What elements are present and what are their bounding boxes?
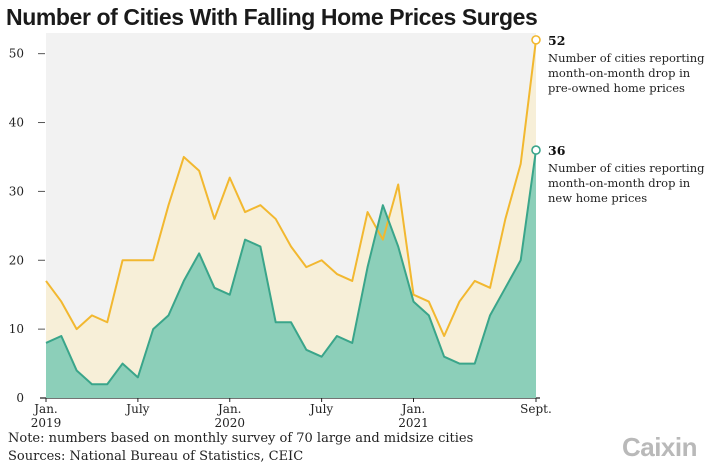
footnote-sources: Sources: National Bureau of Statistics, … (8, 449, 304, 464)
new-home-end-value: 36 (548, 143, 566, 158)
x-tick-year-label: 2019 (31, 416, 62, 430)
x-tick-year-label: 2021 (398, 416, 429, 430)
y-tick-label: 50 (9, 47, 24, 61)
new-home-end-marker (531, 145, 541, 155)
new-home-label-line: month-on-month drop in (548, 176, 691, 190)
footnote-note: Note: numbers based on monthly survey of… (8, 431, 474, 446)
x-tick-label: July (124, 402, 149, 416)
y-tick-label: 40 (9, 116, 24, 130)
plot-area (45, 33, 537, 398)
preowned-end-value: 52 (548, 33, 565, 48)
chart-title: Number of Cities With Falling Home Price… (6, 4, 538, 30)
y-tick-label: 30 (9, 184, 24, 198)
new-home-series-line (45, 149, 537, 386)
new-home-label-line: Number of cities reporting (548, 161, 705, 175)
x-tick-label: Jan. (32, 402, 58, 416)
preowned-end-marker (531, 35, 541, 45)
y-tick-label: 10 (9, 322, 24, 336)
x-tick-label: Jan. (400, 402, 426, 416)
preowned-label-line: pre-owned home prices (548, 81, 685, 95)
preowned-label-line: month-on-month drop in (548, 66, 691, 80)
x-tick-year-label: 2020 (214, 416, 245, 430)
new-home-area (46, 150, 536, 398)
new-home-label-line: new home prices (548, 191, 647, 205)
x-tick-label: Jan. (216, 402, 242, 416)
y-tick-label: 20 (9, 253, 24, 267)
x-tick-label: Sept. (520, 402, 552, 416)
x-tick-label: July (308, 402, 333, 416)
preowned-label-line: Number of cities reporting (548, 51, 705, 65)
y-tick-label: 0 (16, 391, 24, 405)
preowned-series-line (45, 39, 537, 338)
caixin-logo: Caixin (621, 432, 698, 462)
